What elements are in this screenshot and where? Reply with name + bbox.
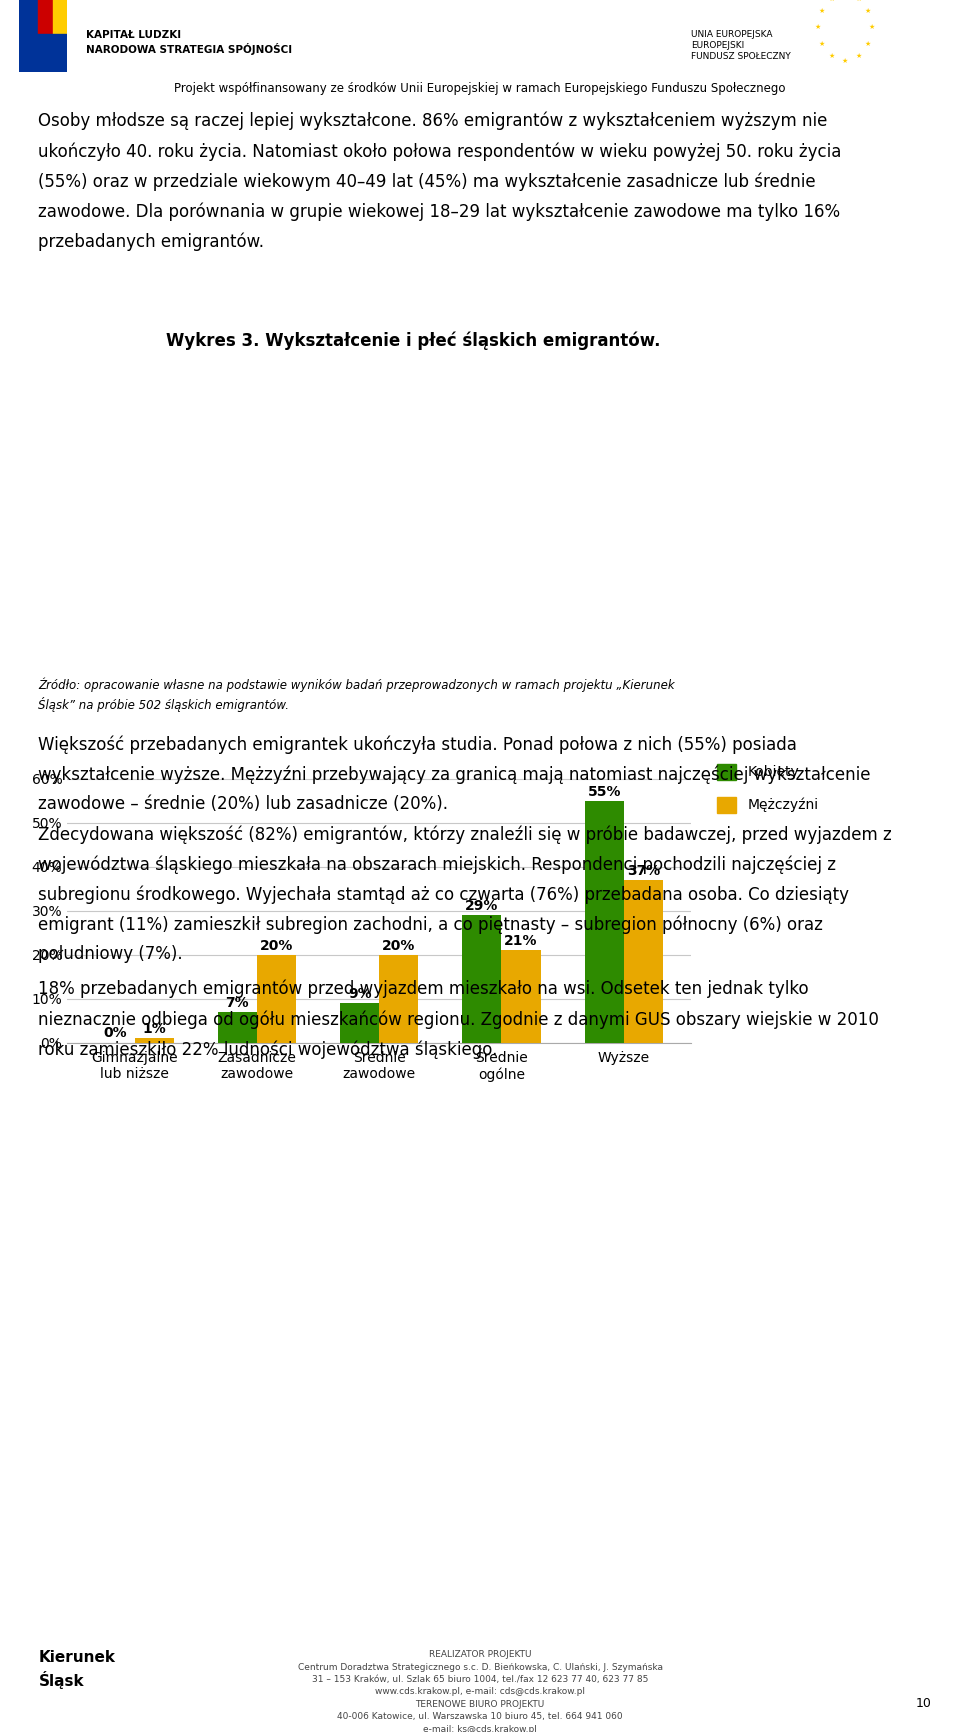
Text: Osoby młodsze są raczej lepiej wykształcone. 86% emigrantów z wykształceniem wyż: Osoby młodsze są raczej lepiej wykształc… xyxy=(38,113,842,251)
Text: ★: ★ xyxy=(828,54,834,59)
Text: Projekt współfinansowany ze środków Unii Europejskiej w ramach Europejskiego Fun: Projekt współfinansowany ze środków Unii… xyxy=(175,81,785,95)
Text: ★: ★ xyxy=(842,57,848,64)
Bar xyxy=(19,35,67,73)
Text: Kierunek
Śląsk: Kierunek Śląsk xyxy=(38,1651,115,1689)
Text: 0%: 0% xyxy=(104,1027,127,1041)
Text: Źródło: opracowanie własne na podstawie wyników badań przeprowadzonych w ramach : Źródło: opracowanie własne na podstawie … xyxy=(38,677,675,712)
Bar xyxy=(624,880,662,1043)
Bar xyxy=(218,1011,257,1043)
Bar xyxy=(19,0,38,35)
Text: Zdecydowana większość (82%) emigrantów, którzy znaleźli się w próbie badawczej, : Zdecydowana większość (82%) emigrantów, … xyxy=(38,824,892,963)
Bar xyxy=(463,914,501,1043)
Text: 20%: 20% xyxy=(382,939,416,953)
Text: 37%: 37% xyxy=(627,864,660,878)
Text: REALIZATOR PROJEKTU
Centrum Doradztwa Strategicznego s.c. D. Bieńkowska, C. Ulań: REALIZATOR PROJEKTU Centrum Doradztwa St… xyxy=(298,1651,662,1732)
Text: ★: ★ xyxy=(855,54,861,59)
Bar xyxy=(53,0,67,35)
Bar xyxy=(379,954,419,1043)
Legend: Kobiety, Mężczyźni: Kobiety, Mężczyźni xyxy=(717,764,819,812)
Text: UNIA EUROPEJSKA
EUROPEJSKI
FUNDUSZ SPOŁECZNY: UNIA EUROPEJSKA EUROPEJSKI FUNDUSZ SPOŁE… xyxy=(691,29,791,61)
Text: Większość przebadanych emigrantek ukończyła studia. Ponad połowa z nich (55%) po: Większość przebadanych emigrantek ukończ… xyxy=(38,734,871,812)
Text: ★: ★ xyxy=(869,24,875,31)
Text: 20%: 20% xyxy=(260,939,293,953)
Text: ★: ★ xyxy=(865,42,872,47)
Bar xyxy=(257,954,296,1043)
Text: 21%: 21% xyxy=(504,934,538,947)
Text: 55%: 55% xyxy=(588,785,621,798)
Bar xyxy=(340,1003,379,1043)
Text: 18% przebadanych emigrantów przed wyjazdem mieszkało na wsi. Odsetek ten jednak : 18% przebadanych emigrantów przed wyjazd… xyxy=(38,980,879,1058)
Bar xyxy=(134,1037,174,1043)
Text: 29%: 29% xyxy=(466,899,498,913)
Bar xyxy=(38,0,53,35)
Text: 1%: 1% xyxy=(142,1022,166,1036)
Bar xyxy=(585,800,624,1043)
Text: 9%: 9% xyxy=(348,987,372,1001)
Text: KAPITAŁ LUDZKI
NARODOWA STRATEGIA SPÓJNOŚCI: KAPITAŁ LUDZKI NARODOWA STRATEGIA SPÓJNO… xyxy=(86,29,293,55)
Text: ★: ★ xyxy=(815,24,821,31)
Text: ★: ★ xyxy=(818,7,825,14)
Text: ★: ★ xyxy=(865,7,872,14)
Text: 7%: 7% xyxy=(226,996,250,1010)
Text: 10: 10 xyxy=(915,1697,931,1709)
Text: ★: ★ xyxy=(818,42,825,47)
Text: Wykres 3. Wykształcenie i płeć śląskich emigrantów.: Wykres 3. Wykształcenie i płeć śląskich … xyxy=(165,333,660,350)
Bar xyxy=(501,951,540,1043)
